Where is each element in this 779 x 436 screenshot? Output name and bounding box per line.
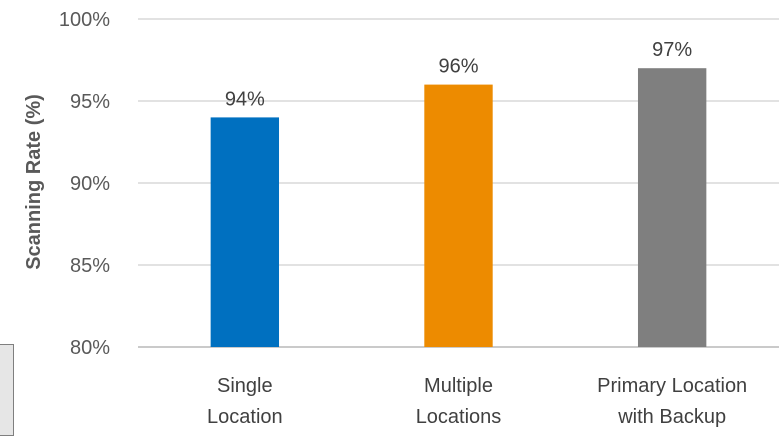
bars — [210, 68, 707, 348]
x-tick-label: Single — [217, 375, 273, 397]
y-tick-label: 90% — [70, 173, 110, 195]
x-tick-label: Locations — [416, 406, 502, 428]
y-tick-label: 80% — [70, 337, 110, 359]
data-labels: 94% 96% 97% — [225, 39, 693, 110]
y-axis-label: Scanning Rate (%) — [23, 94, 45, 270]
data-label: 97% — [652, 39, 692, 61]
y-tick-label: 95% — [70, 91, 110, 113]
edge-panel — [0, 344, 14, 436]
bar — [637, 68, 707, 347]
y-tick-label: 85% — [70, 255, 110, 277]
data-label: 96% — [438, 56, 478, 78]
x-tick-label: Multiple — [424, 375, 493, 397]
x-axis-ticks: Single Location Multiple Locations Primary L… — [207, 375, 747, 428]
bar — [424, 84, 493, 347]
data-label: 94% — [225, 88, 265, 110]
x-tick-label: Location — [207, 406, 283, 428]
bar — [210, 117, 280, 348]
x-tick-label: with Backup — [617, 406, 726, 428]
y-axis-ticks: 80% 85% 90% 95% 100% — [59, 9, 110, 359]
y-tick-label: 100% — [59, 9, 110, 31]
x-tick-label: Primary Location — [597, 375, 747, 397]
